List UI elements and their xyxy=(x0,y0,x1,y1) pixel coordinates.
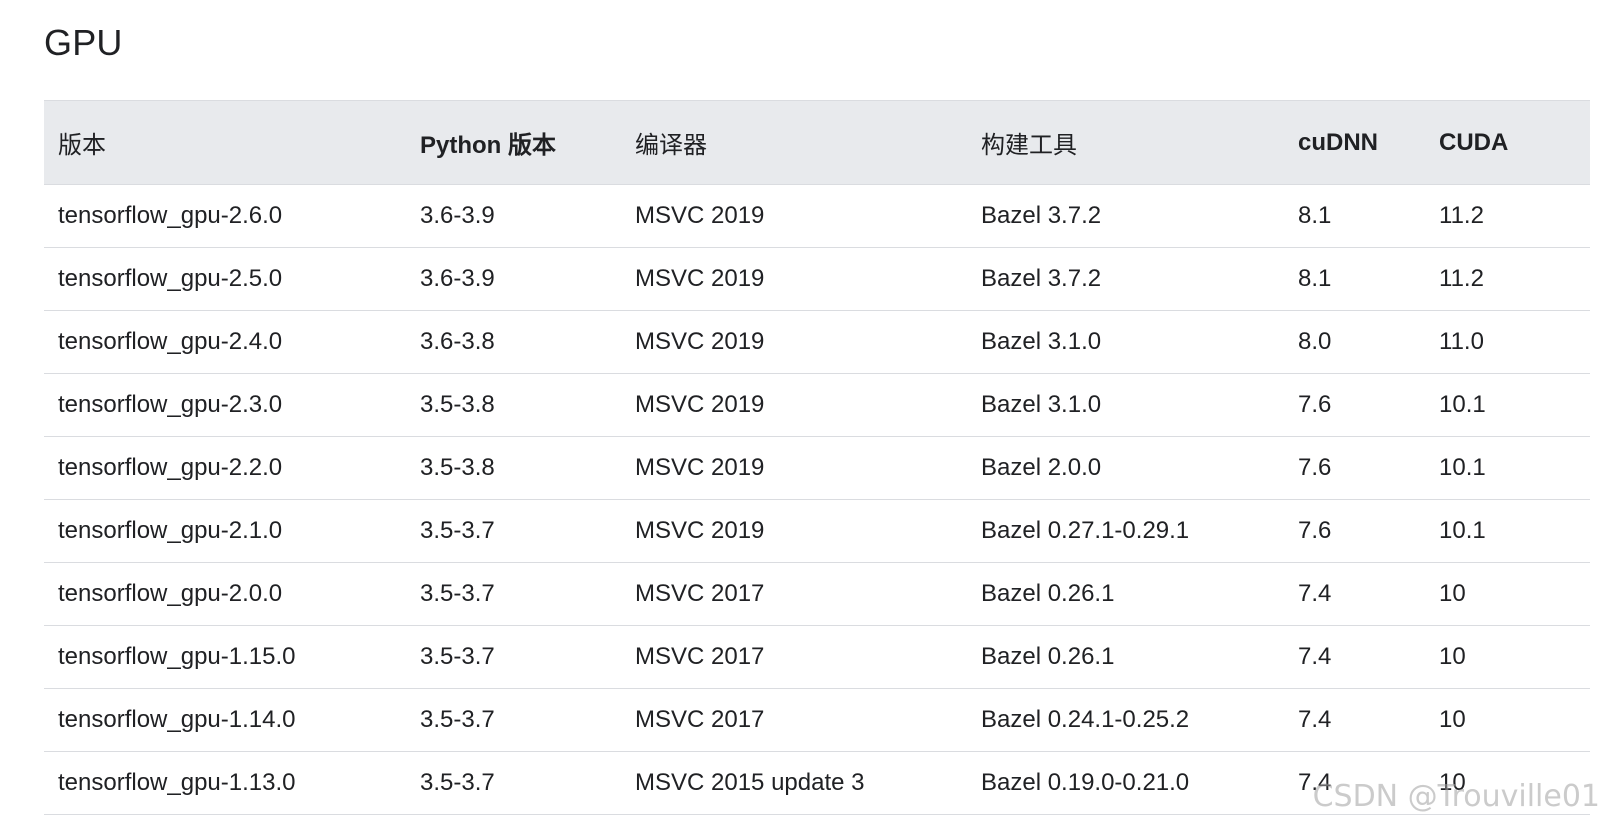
cell-version: tensorflow_gpu-2.4.0 xyxy=(44,310,406,374)
cell-build-tool: Bazel 0.26.1 xyxy=(967,562,1284,626)
cell-version: tensorflow_gpu-2.1.0 xyxy=(44,499,406,563)
cell-python: 3.6-3.8 xyxy=(406,310,621,374)
cell-cuda: 10.1 xyxy=(1425,436,1590,500)
cell-cuda: 10 xyxy=(1425,751,1590,815)
column-header-cuda: CUDA xyxy=(1425,100,1590,185)
table-row: tensorflow_gpu-1.15.0 3.5-3.7 MSVC 2017 … xyxy=(44,625,1590,689)
cell-compiler: MSVC 2019 xyxy=(621,247,967,311)
column-header-version: 版本 xyxy=(44,100,406,185)
cell-cudnn: 7.6 xyxy=(1284,499,1425,563)
column-header-python-version: Python 版本 xyxy=(406,100,621,185)
cell-cuda: 11.2 xyxy=(1425,184,1590,248)
cell-cudnn: 7.6 xyxy=(1284,373,1425,437)
cell-python: 3.5-3.7 xyxy=(406,751,621,815)
cell-version: tensorflow_gpu-2.0.0 xyxy=(44,562,406,626)
cell-cuda: 11.0 xyxy=(1425,310,1590,374)
cell-python: 3.5-3.7 xyxy=(406,499,621,563)
cell-build-tool: Bazel 3.7.2 xyxy=(967,184,1284,248)
cell-compiler: MSVC 2015 update 3 xyxy=(621,751,967,815)
cell-cudnn: 7.4 xyxy=(1284,562,1425,626)
cell-cuda: 11.2 xyxy=(1425,247,1590,311)
cell-version: tensorflow_gpu-2.2.0 xyxy=(44,436,406,500)
cell-cudnn: 7.6 xyxy=(1284,436,1425,500)
table-header-row: 版本 Python 版本 编译器 构建工具 cuDNN CUDA xyxy=(44,100,1590,185)
cell-build-tool: Bazel 3.1.0 xyxy=(967,373,1284,437)
cell-python: 3.5-3.8 xyxy=(406,373,621,437)
cell-build-tool: Bazel 0.24.1-0.25.2 xyxy=(967,688,1284,752)
cell-cudnn: 8.0 xyxy=(1284,310,1425,374)
cell-version: tensorflow_gpu-2.6.0 xyxy=(44,184,406,248)
cell-cudnn: 8.1 xyxy=(1284,247,1425,311)
cell-compiler: MSVC 2019 xyxy=(621,310,967,374)
cell-cuda: 10 xyxy=(1425,625,1590,689)
cell-version: tensorflow_gpu-1.15.0 xyxy=(44,625,406,689)
table-row: tensorflow_gpu-1.13.0 3.5-3.7 MSVC 2015 … xyxy=(44,751,1590,815)
cell-build-tool: Bazel 3.1.0 xyxy=(967,310,1284,374)
cell-compiler: MSVC 2017 xyxy=(621,688,967,752)
cell-build-tool: Bazel 3.7.2 xyxy=(967,247,1284,311)
cell-python: 3.6-3.9 xyxy=(406,247,621,311)
cell-cudnn: 7.4 xyxy=(1284,625,1425,689)
cell-version: tensorflow_gpu-1.14.0 xyxy=(44,688,406,752)
cell-cuda: 10.1 xyxy=(1425,499,1590,563)
column-header-cudnn: cuDNN xyxy=(1284,100,1425,185)
cell-cuda: 10 xyxy=(1425,688,1590,752)
column-header-build-tool: 构建工具 xyxy=(967,100,1284,185)
cell-build-tool: Bazel 0.27.1-0.29.1 xyxy=(967,499,1284,563)
cell-cuda: 10.1 xyxy=(1425,373,1590,437)
cell-build-tool: Bazel 2.0.0 xyxy=(967,436,1284,500)
cell-compiler: MSVC 2019 xyxy=(621,184,967,248)
column-header-compiler: 编译器 xyxy=(621,100,967,185)
cell-python: 3.5-3.7 xyxy=(406,562,621,626)
table-row: tensorflow_gpu-2.5.0 3.6-3.9 MSVC 2019 B… xyxy=(44,247,1590,311)
table-row: tensorflow_gpu-2.3.0 3.5-3.8 MSVC 2019 B… xyxy=(44,373,1590,437)
page-title: GPU xyxy=(44,22,123,63)
cell-compiler: MSVC 2019 xyxy=(621,436,967,500)
table-row: tensorflow_gpu-2.6.0 3.6-3.9 MSVC 2019 B… xyxy=(44,184,1590,248)
gpu-version-table: 版本 Python 版本 编译器 构建工具 cuDNN CUDA tensorf… xyxy=(44,100,1590,815)
cell-version: tensorflow_gpu-1.13.0 xyxy=(44,751,406,815)
cell-python: 3.6-3.9 xyxy=(406,184,621,248)
cell-python: 3.5-3.7 xyxy=(406,688,621,752)
table-row: tensorflow_gpu-2.1.0 3.5-3.7 MSVC 2019 B… xyxy=(44,499,1590,563)
table-row: tensorflow_gpu-1.14.0 3.5-3.7 MSVC 2017 … xyxy=(44,688,1590,752)
cell-cudnn: 7.4 xyxy=(1284,688,1425,752)
cell-cudnn: 8.1 xyxy=(1284,184,1425,248)
table-row: tensorflow_gpu-2.4.0 3.6-3.8 MSVC 2019 B… xyxy=(44,310,1590,374)
cell-compiler: MSVC 2017 xyxy=(621,625,967,689)
cell-version: tensorflow_gpu-2.3.0 xyxy=(44,373,406,437)
table-row: tensorflow_gpu-2.2.0 3.5-3.8 MSVC 2019 B… xyxy=(44,436,1590,500)
cell-python: 3.5-3.8 xyxy=(406,436,621,500)
cell-compiler: MSVC 2017 xyxy=(621,562,967,626)
cell-build-tool: Bazel 0.19.0-0.21.0 xyxy=(967,751,1284,815)
cell-cuda: 10 xyxy=(1425,562,1590,626)
cell-version: tensorflow_gpu-2.5.0 xyxy=(44,247,406,311)
cell-build-tool: Bazel 0.26.1 xyxy=(967,625,1284,689)
cell-cudnn: 7.4 xyxy=(1284,751,1425,815)
table-row: tensorflow_gpu-2.0.0 3.5-3.7 MSVC 2017 B… xyxy=(44,562,1590,626)
cell-compiler: MSVC 2019 xyxy=(621,373,967,437)
cell-compiler: MSVC 2019 xyxy=(621,499,967,563)
cell-python: 3.5-3.7 xyxy=(406,625,621,689)
